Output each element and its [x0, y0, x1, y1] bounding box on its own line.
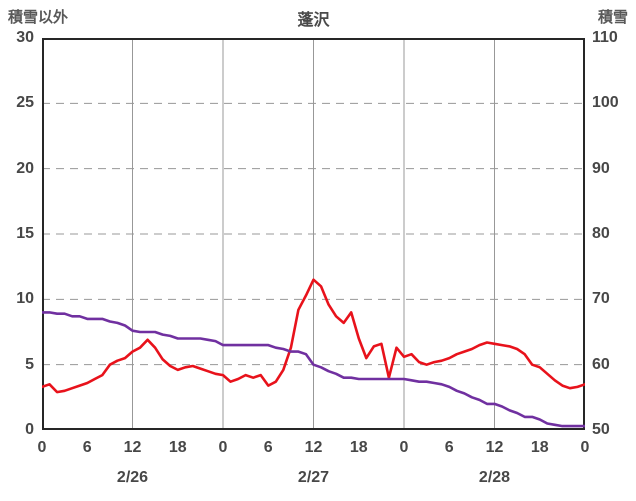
plot-border [42, 38, 585, 430]
x-axis-tick: 0 [218, 439, 228, 456]
x-axis-tick: 18 [168, 439, 187, 456]
x-axis-tick: 12 [304, 439, 323, 456]
left-axis-tick: 10 [16, 290, 34, 308]
right-axis-tick: 50 [592, 421, 610, 438]
chart-title: 蓬沢 [297, 12, 330, 29]
left-axis-title: 積雪以外 [8, 9, 69, 26]
x-axis-tick: 6 [263, 439, 273, 456]
x-axis-tick: 6 [82, 439, 92, 456]
right-axis-title: 積雪 [597, 9, 628, 26]
x-axis-tick: 0 [399, 439, 409, 456]
x-axis-date-label: 2/26 [116, 469, 149, 486]
plot-area [42, 38, 585, 430]
left-axis-tick: 25 [16, 94, 34, 112]
x-axis-tick: 18 [530, 439, 549, 456]
right-axis-tick: 60 [592, 355, 610, 373]
x-axis-date-label: 2/27 [297, 469, 330, 486]
right-axis-tick: 100 [592, 94, 619, 112]
right-axis-tick: 70 [592, 290, 610, 308]
x-axis-tick: 12 [123, 439, 142, 456]
x-axis-tick: 18 [349, 439, 368, 456]
x-axis-tick: 0 [580, 439, 590, 456]
right-axis-tick: 80 [592, 225, 610, 242]
left-axis-tick: 0 [25, 421, 34, 438]
x-axis-tick: 6 [444, 439, 454, 456]
series-line-積雪以外 [42, 278, 585, 394]
right-axis-tick: 110 [592, 29, 618, 46]
right-axis-tick: 90 [592, 159, 610, 177]
x-axis-date-label: 2/28 [478, 469, 511, 486]
x-axis-tick: 12 [485, 439, 504, 456]
left-axis-tick: 15 [16, 225, 34, 242]
left-axis-tick: 5 [25, 355, 34, 373]
left-axis-tick: 30 [16, 29, 34, 46]
series-line-積雪 [42, 311, 585, 428]
x-axis-tick: 0 [37, 439, 47, 456]
left-axis-tick: 20 [16, 159, 34, 177]
plot-svg [42, 38, 585, 430]
